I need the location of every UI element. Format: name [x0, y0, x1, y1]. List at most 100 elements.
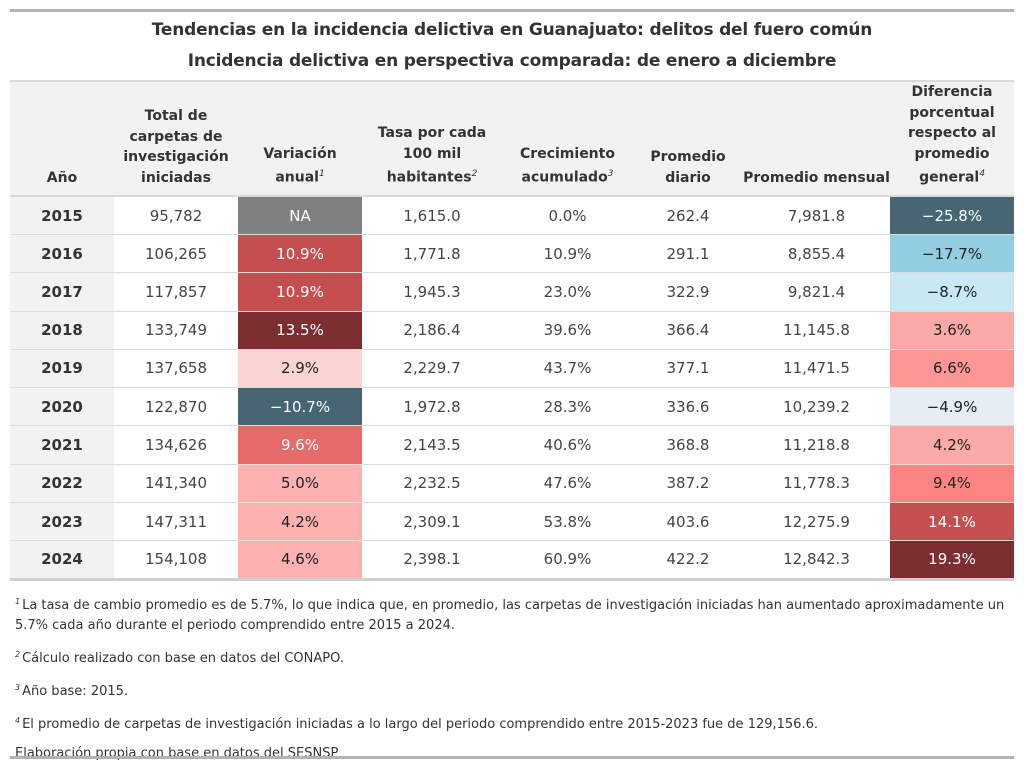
cell-tasa: 1,771.8	[362, 234, 502, 274]
cell-tasa: 2,143.5	[362, 425, 502, 465]
table-row: 2021 134,626 9.6% 2,143.5 40.6% 368.8 11,218.8…	[10, 425, 1014, 465]
cell-diario: 336.6	[633, 387, 743, 427]
footnote-3: 3 Año base: 2015.	[15, 678, 1015, 702]
footnote-marker: 4	[15, 716, 21, 725]
cell-diario: 366.4	[633, 311, 743, 350]
col-header-label: Promedio diario	[650, 149, 726, 186]
cell-year: 2021	[10, 425, 114, 465]
footnote-ref: 2	[471, 169, 478, 179]
cell-crecimiento: 40.6%	[502, 425, 633, 465]
table-row: 2017 117,857 10.9% 1,945.3 23.0% 322.9 9,821.4…	[10, 272, 1014, 312]
cell-variacion: −10.7%	[238, 387, 362, 427]
col-header-variacion: Variación anual1	[238, 82, 362, 198]
cell-year: 2023	[10, 502, 114, 542]
cell-crecimiento: 47.6%	[502, 464, 633, 504]
col-header-label: Tasa por cada 100 mil habitantes	[377, 125, 487, 186]
col-header-label: Diferencia porcentual respecto al promed…	[908, 84, 996, 186]
cell-variacion: 9.6%	[238, 425, 362, 465]
footnote-marker: 2	[15, 650, 21, 659]
col-header-diferencia: Diferencia porcentual respecto al promed…	[890, 82, 1014, 198]
col-header-year: Año	[10, 82, 114, 198]
col-header-label: Año	[46, 169, 78, 186]
cell-crecimiento: 0.0%	[502, 196, 633, 235]
cell-variacion: 4.2%	[238, 502, 362, 542]
col-header-mensual: Promedio mensual	[743, 82, 890, 198]
footnote-marker: 3	[15, 683, 21, 692]
cell-diario: 403.6	[633, 502, 743, 542]
footnote-text: El promedio de carpetas de investigación…	[22, 717, 818, 732]
table-row: 2015 95,782 NA 1,615.0 0.0% 262.4 7,981.8 −25.8…	[10, 196, 1014, 235]
footnotes: 1 La tasa de cambio promedio es de 5.7%, …	[15, 592, 1015, 764]
cell-variacion: 4.6%	[238, 540, 362, 581]
table-row: 2022 141,340 5.0% 2,232.5 47.6% 387.2 11,778.3…	[10, 464, 1014, 504]
table-body: 2015 95,782 NA 1,615.0 0.0% 262.4 7,981.8 −25.8…	[10, 196, 1014, 581]
cell-mensual: 12,275.9	[743, 502, 890, 542]
footnote-text: Cálculo realizado con base en datos del …	[22, 651, 344, 666]
footnote-ref: 1	[318, 169, 325, 179]
cell-tasa: 2,309.1	[362, 502, 502, 542]
cell-year: 2022	[10, 464, 114, 504]
table-row: 2016 106,265 10.9% 1,771.8 10.9% 291.1 8,855.4…	[10, 234, 1014, 274]
cell-variacion: 10.9%	[238, 234, 362, 274]
cell-crecimiento: 28.3%	[502, 387, 633, 427]
col-header-total: Total de carpetas de investigación inici…	[114, 82, 238, 198]
header-rule	[10, 80, 1014, 82]
col-header-label: Promedio mensual	[743, 169, 890, 186]
cell-tasa: 1,615.0	[362, 196, 502, 235]
cell-total: 137,658	[114, 349, 238, 389]
crime-incidence-table: Año Total de carpetas de investigación i…	[10, 82, 1014, 581]
cell-diario: 262.4	[633, 196, 743, 235]
cell-year: 2017	[10, 272, 114, 312]
footnote-4: 4 El promedio de carpetas de investigació…	[15, 711, 1015, 735]
cell-year: 2016	[10, 234, 114, 274]
cell-year: 2019	[10, 349, 114, 389]
cell-crecimiento: 23.0%	[502, 272, 633, 312]
col-header-diario: Promedio diario	[633, 82, 743, 198]
cell-total: 134,626	[114, 425, 238, 465]
cell-mensual: 12,842.3	[743, 540, 890, 581]
cell-mensual: 10,239.2	[743, 387, 890, 427]
table-row: 2019 137,658 2.9% 2,229.7 43.7% 377.1 11,471.5…	[10, 349, 1014, 389]
cell-diferencia: 19.3%	[890, 540, 1014, 581]
cell-variacion: 5.0%	[238, 464, 362, 504]
cell-mensual: 8,855.4	[743, 234, 890, 274]
cell-diferencia: 14.1%	[890, 502, 1014, 542]
bottom-rule	[10, 756, 1014, 759]
cell-diario: 368.8	[633, 425, 743, 465]
cell-diferencia: 6.6%	[890, 349, 1014, 389]
cell-diferencia: −17.7%	[890, 234, 1014, 274]
cell-total: 117,857	[114, 272, 238, 312]
col-header-label: Crecimiento acumulado	[520, 145, 615, 186]
cell-tasa: 1,972.8	[362, 387, 502, 427]
cell-total: 147,311	[114, 502, 238, 542]
cell-diario: 377.1	[633, 349, 743, 389]
cell-crecimiento: 10.9%	[502, 234, 633, 274]
cell-diferencia: 4.2%	[890, 425, 1014, 465]
col-header-tasa: Tasa por cada 100 mil habitantes2	[362, 82, 502, 198]
cell-mensual: 11,145.8	[743, 311, 890, 350]
cell-year: 2018	[10, 311, 114, 350]
cell-crecimiento: 53.8%	[502, 502, 633, 542]
cell-total: 106,265	[114, 234, 238, 274]
source-note: Elaboración propia con base en datos del…	[15, 746, 339, 761]
cell-diario: 387.2	[633, 464, 743, 504]
cell-variacion: NA	[238, 196, 362, 235]
footnote-marker: 1	[15, 597, 21, 606]
cell-crecimiento: 60.9%	[502, 540, 633, 581]
cell-year: 2015	[10, 196, 114, 235]
cell-variacion: 13.5%	[238, 311, 362, 350]
cell-total: 133,749	[114, 311, 238, 350]
cell-diferencia: −8.7%	[890, 272, 1014, 312]
cell-diario: 422.2	[633, 540, 743, 581]
cell-tasa: 2,186.4	[362, 311, 502, 350]
table-row: 2024 154,108 4.6% 2,398.1 60.9% 422.2 12,842.3…	[10, 540, 1014, 581]
table-subtitle: Incidencia delictiva en perspectiva comp…	[187, 51, 837, 71]
footnote-2: 2 Cálculo realizado con base en datos del…	[15, 645, 1015, 669]
col-header-label: Variación anual	[263, 145, 337, 186]
table-row: 2020 122,870 −10.7% 1,972.8 28.3% 336.6 10,239…	[10, 387, 1014, 427]
cell-year: 2024	[10, 540, 114, 581]
footnote-ref: 4	[979, 169, 985, 179]
cell-tasa: 2,232.5	[362, 464, 502, 504]
cell-mensual: 11,778.3	[743, 464, 890, 504]
cell-total: 141,340	[114, 464, 238, 504]
